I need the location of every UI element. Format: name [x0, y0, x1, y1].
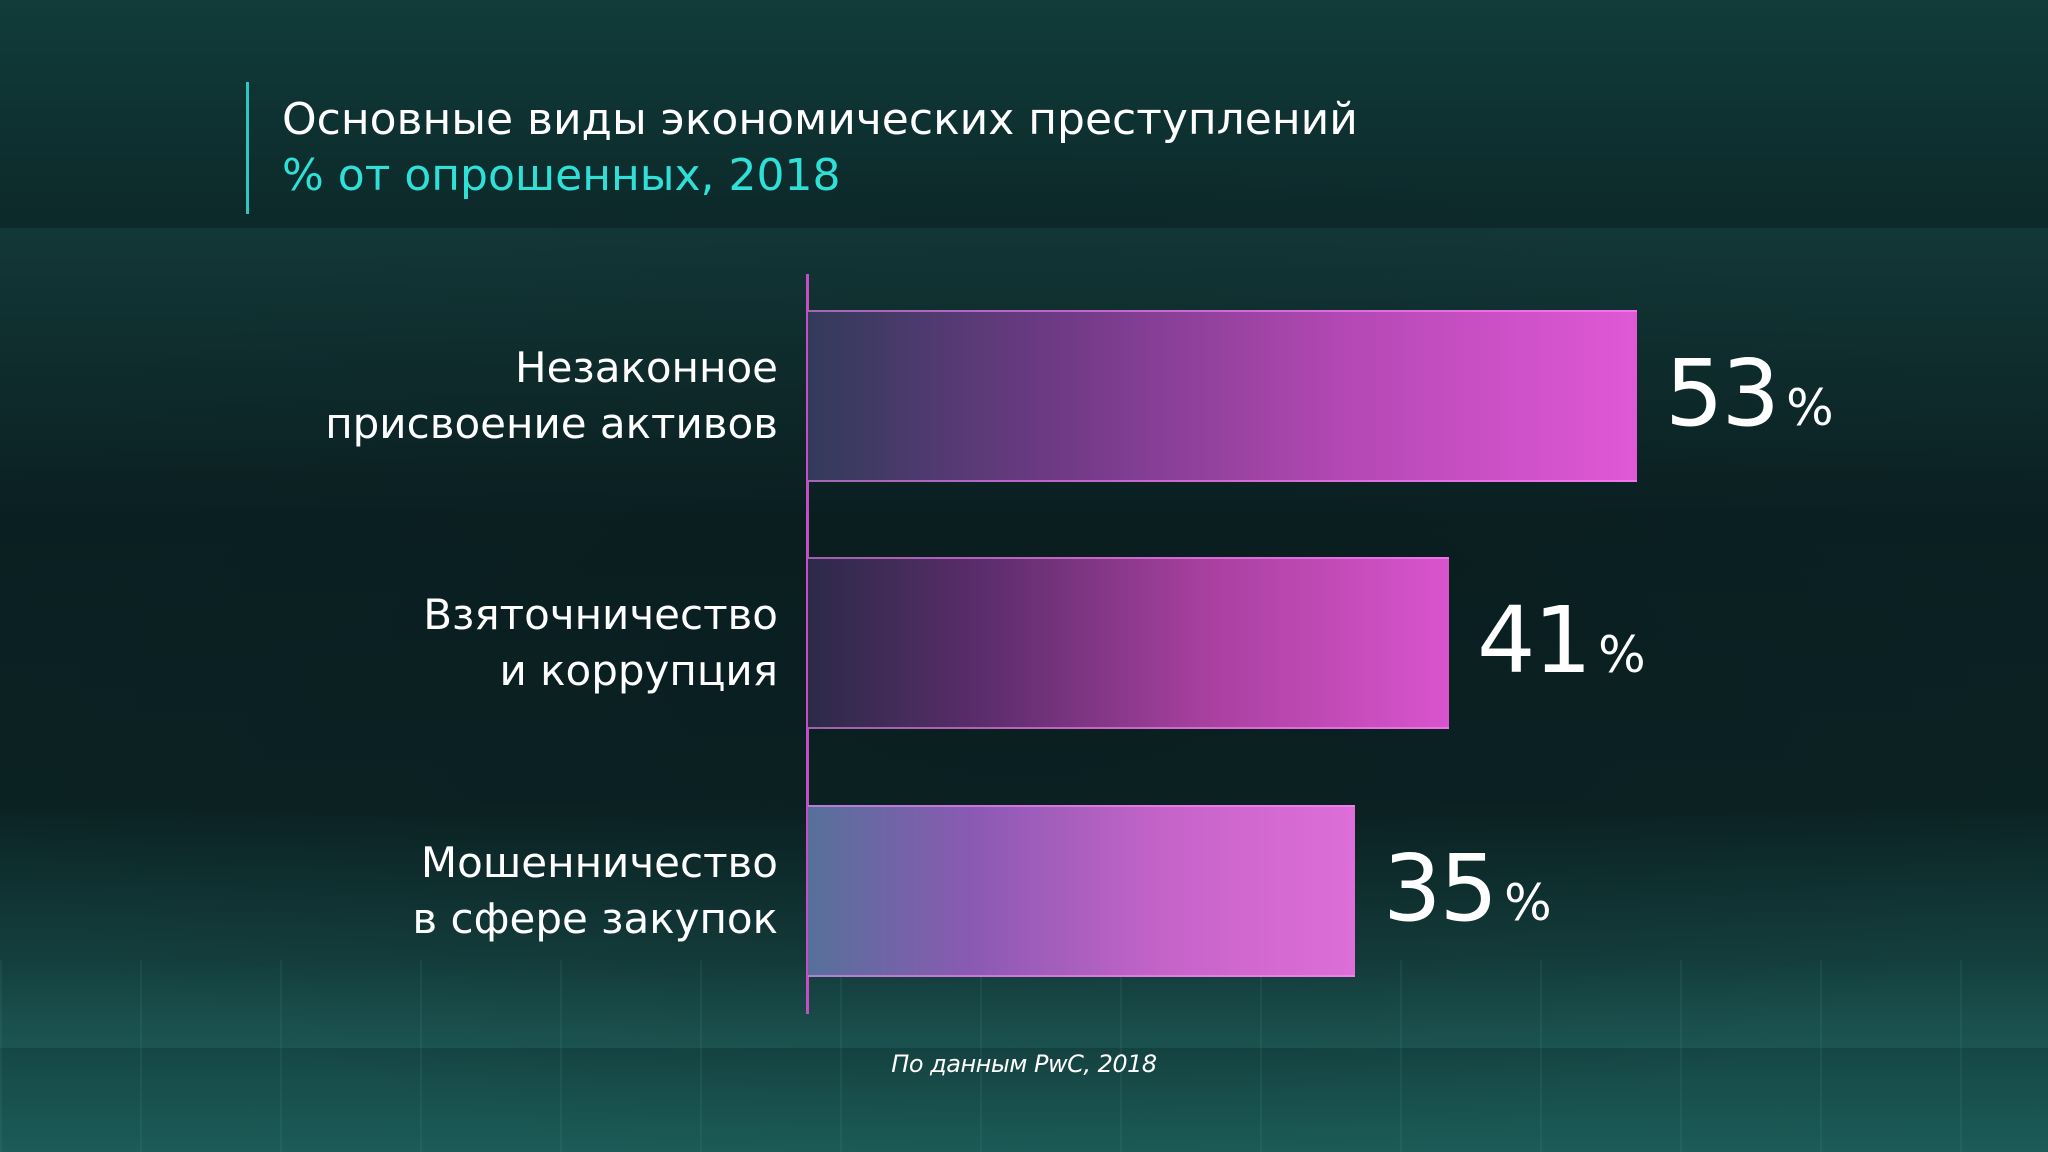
- category-label-line: и коррупция: [499, 646, 779, 695]
- value-unit: %: [1504, 874, 1552, 932]
- category-axis-line: [806, 274, 809, 1014]
- value-number: 41: [1477, 587, 1592, 694]
- category-label-line: присвоение активов: [325, 399, 778, 448]
- bar: [808, 310, 1637, 482]
- background-floor: [0, 960, 2048, 1152]
- value-label: 53%: [1665, 344, 1834, 444]
- category-label-line: Мошенничество: [420, 838, 778, 887]
- category-label-line: в сфере закупок: [412, 894, 778, 943]
- category-label: Незаконное присвоение активов: [218, 340, 778, 452]
- bar: [808, 557, 1449, 729]
- source-note: По данным PwC, 2018: [891, 1050, 1157, 1078]
- chart-title: Основные виды экономических преступлений: [282, 94, 1358, 145]
- value-label: 41%: [1477, 591, 1646, 691]
- category-label: Взяточничество и коррупция: [218, 587, 778, 699]
- value-number: 53: [1665, 340, 1780, 447]
- value-unit: %: [1598, 626, 1646, 684]
- category-label-line: Взяточничество: [423, 590, 778, 639]
- category-label-line: Незаконное: [514, 343, 778, 392]
- category-label: Мошенничество в сфере закупок: [218, 835, 778, 947]
- chart-subtitle: % от опрошенных, 2018: [282, 150, 841, 201]
- chart-header: Основные виды экономических преступлений…: [246, 82, 1358, 214]
- value-number: 35: [1383, 835, 1498, 942]
- bar: [808, 805, 1355, 977]
- value-label: 35%: [1383, 839, 1552, 939]
- value-unit: %: [1786, 379, 1834, 437]
